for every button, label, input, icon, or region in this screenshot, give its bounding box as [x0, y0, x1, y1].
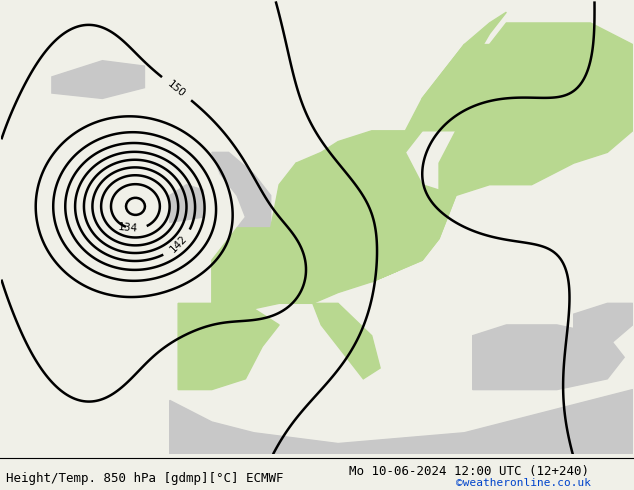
Polygon shape [372, 196, 456, 282]
Polygon shape [178, 303, 279, 390]
Polygon shape [422, 45, 507, 131]
Polygon shape [52, 61, 145, 98]
Polygon shape [574, 303, 633, 346]
Text: ©weatheronline.co.uk: ©weatheronline.co.uk [456, 478, 592, 488]
Text: Mo 10-06-2024 12:00 UTC (12+240): Mo 10-06-2024 12:00 UTC (12+240) [349, 465, 589, 478]
Polygon shape [212, 152, 271, 228]
Text: 142: 142 [168, 234, 190, 255]
Polygon shape [170, 390, 633, 454]
Polygon shape [296, 12, 507, 163]
Text: 150: 150 [166, 78, 188, 99]
Polygon shape [170, 185, 204, 222]
Polygon shape [473, 325, 624, 390]
Polygon shape [212, 152, 456, 314]
Polygon shape [313, 303, 380, 379]
Text: Height/Temp. 850 hPa [gdmp][°C] ECMWF: Height/Temp. 850 hPa [gdmp][°C] ECMWF [6, 472, 284, 485]
Text: 134: 134 [118, 221, 138, 233]
Polygon shape [439, 23, 633, 196]
